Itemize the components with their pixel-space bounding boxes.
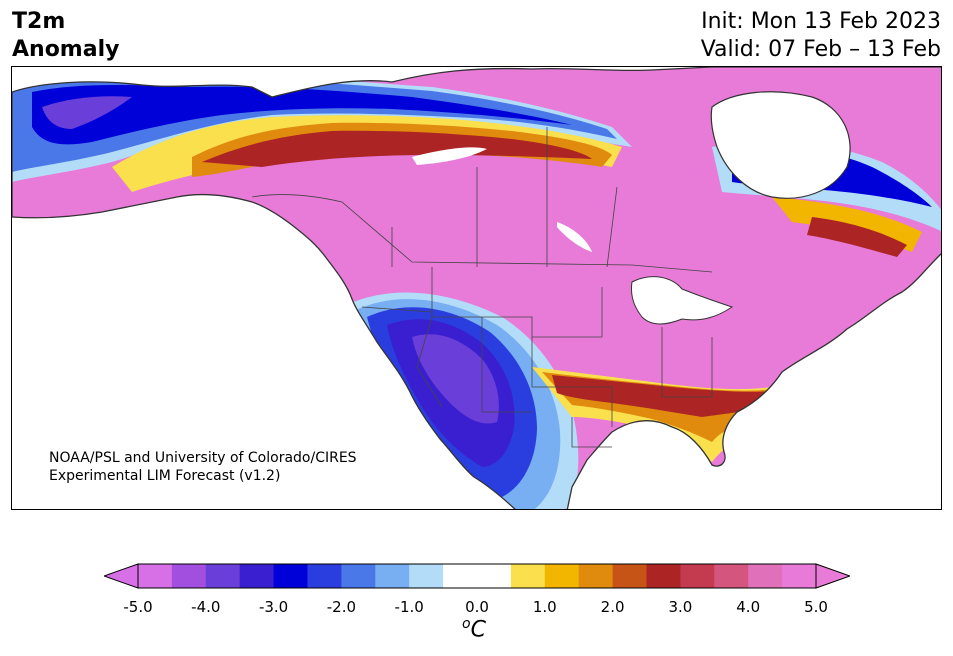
colorbar-tick-label: 0.0 xyxy=(465,598,489,616)
colorbar-tick-label: 3.0 xyxy=(668,598,693,616)
colorbar-segment xyxy=(680,564,715,588)
colorbar-outline xyxy=(137,563,817,589)
colorbar-tick-label: 4.0 xyxy=(736,598,761,616)
colorbar-unit: oC xyxy=(462,616,486,642)
colorbar-over-arrow xyxy=(815,563,850,589)
colorbar-tick-label: 1.0 xyxy=(532,598,557,616)
colorbar-segment xyxy=(748,564,783,588)
valid-range: Valid: 07 Feb – 13 Feb xyxy=(700,37,941,62)
colorbar-segment xyxy=(307,564,342,588)
colorbar-segments xyxy=(138,564,817,588)
colorbar-segment xyxy=(782,564,817,588)
colorbar-segment xyxy=(239,564,275,588)
forecast-dates: Init: Mon 13 Feb 2023 Valid: 07 Feb – 13… xyxy=(701,8,941,64)
map-svg xyxy=(12,67,941,509)
colorbar-segment xyxy=(341,564,376,588)
colorbar-tick-label: -3.0 xyxy=(258,598,289,616)
colorbar-segment xyxy=(409,564,444,588)
colorbar-under-arrow xyxy=(104,563,139,589)
colorbar-segment xyxy=(612,564,647,588)
title-line-1: T2m xyxy=(12,9,66,34)
colorbar-segment xyxy=(205,564,241,588)
colorbar-segment xyxy=(273,564,308,588)
colorbar-segment xyxy=(578,564,614,588)
init-date: Init: Mon 13 Feb 2023 xyxy=(701,9,941,34)
colorbar-tick-label: 5.0 xyxy=(804,598,828,616)
anomaly-map xyxy=(11,66,942,510)
colorbar-segment xyxy=(375,564,410,588)
credit-line-1: NOAA/PSL and University of Colorado/CIRE… xyxy=(49,450,357,466)
colorbar-tick-label: -4.0 xyxy=(191,598,221,616)
colorbar-segment xyxy=(171,564,207,588)
colorbar-segment xyxy=(510,564,546,588)
colorbar-tick-label: 2.0 xyxy=(600,598,625,616)
colorbar-segment xyxy=(646,564,681,588)
unit-letter: C xyxy=(470,617,486,643)
data-credit: NOAA/PSL and University of Colorado/CIRE… xyxy=(49,449,357,485)
colorbar-segment xyxy=(714,564,749,588)
title-line-2: Anomaly xyxy=(12,37,120,62)
colorbar-tick-label: -1.0 xyxy=(394,598,424,616)
colorbar-segment xyxy=(544,564,580,588)
colorbar-tick-label: -5.0 xyxy=(123,598,153,616)
map-title: T2m Anomaly xyxy=(12,8,119,64)
colorbar-segment xyxy=(477,564,512,588)
colorbar xyxy=(104,563,850,589)
colorbar-tick-label: -2.0 xyxy=(326,598,357,616)
colorbar-segment xyxy=(138,564,173,588)
unit-degree: o xyxy=(462,616,471,632)
colorbar-segment xyxy=(443,564,478,588)
credit-line-2: Experimental LIM Forecast (v1.2) xyxy=(49,468,281,484)
colorbar-tick-labels: -5.0 -4.0 -3.0 -2.0 -1.0 0.0 1.0 2.0 3.0 4.0 5.0 xyxy=(0,598,953,618)
